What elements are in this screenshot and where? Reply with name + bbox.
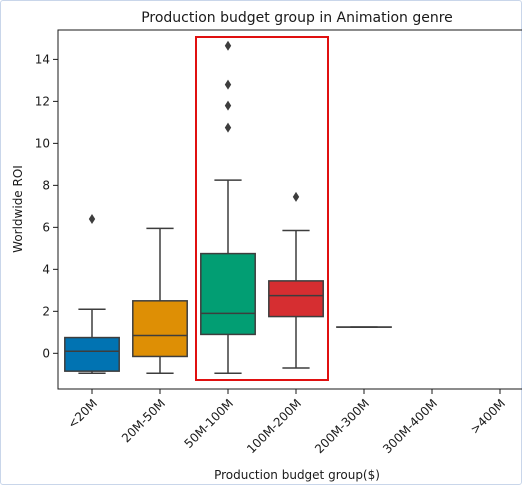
x-tick-label: 20M-50M — [119, 396, 168, 445]
y-axis-label: Worldwide ROI — [11, 165, 25, 253]
y-tick-label: 10 — [35, 136, 50, 150]
highlight-layer — [195, 36, 329, 381]
boxes-layer — [64, 40, 392, 375]
x-axis: <20M 20M-50M 50M-100M 100M-200M 200M-300M 300… — [65, 389, 508, 456]
x-tick-label: 300M-400M — [380, 396, 440, 456]
outlier-point — [224, 122, 232, 133]
outlier-point — [224, 79, 232, 90]
x-tick-label: 200M-300M — [312, 396, 372, 456]
box-iqr — [268, 280, 324, 318]
box-group — [132, 227, 188, 375]
box-iqr — [132, 300, 188, 358]
outlier-point — [224, 100, 232, 111]
outlier-point — [292, 191, 300, 202]
box-group — [268, 191, 324, 369]
x-tick-label: 100M-200M — [244, 396, 304, 456]
chart-title: Production budget group in Animation gen… — [141, 10, 453, 26]
y-tick-label: 4 — [42, 262, 50, 276]
x-tick-label: 50M-100M — [182, 396, 237, 451]
x-tick-label: <20M — [65, 396, 100, 431]
y-tick-label: 12 — [35, 94, 50, 108]
plot-area-frame — [57, 29, 522, 390]
y-tick-label: 6 — [42, 220, 50, 234]
outlier-point — [88, 213, 96, 224]
box-group — [200, 40, 256, 375]
y-tick-label: 14 — [35, 52, 50, 66]
x-tick-label: >400M — [468, 396, 509, 437]
y-tick-label: 2 — [42, 304, 50, 318]
box-iqr — [200, 252, 256, 336]
y-tick-label: 0 — [42, 346, 50, 360]
highlight-box — [195, 36, 329, 381]
y-axis: 0 2 4 6 8 10 12 14 — [35, 52, 58, 360]
box-group — [64, 213, 120, 375]
y-tick-label: 8 — [42, 178, 50, 192]
box-iqr — [64, 336, 120, 372]
x-axis-label: Production budget group($) — [214, 468, 380, 482]
outlier-point — [224, 40, 232, 51]
